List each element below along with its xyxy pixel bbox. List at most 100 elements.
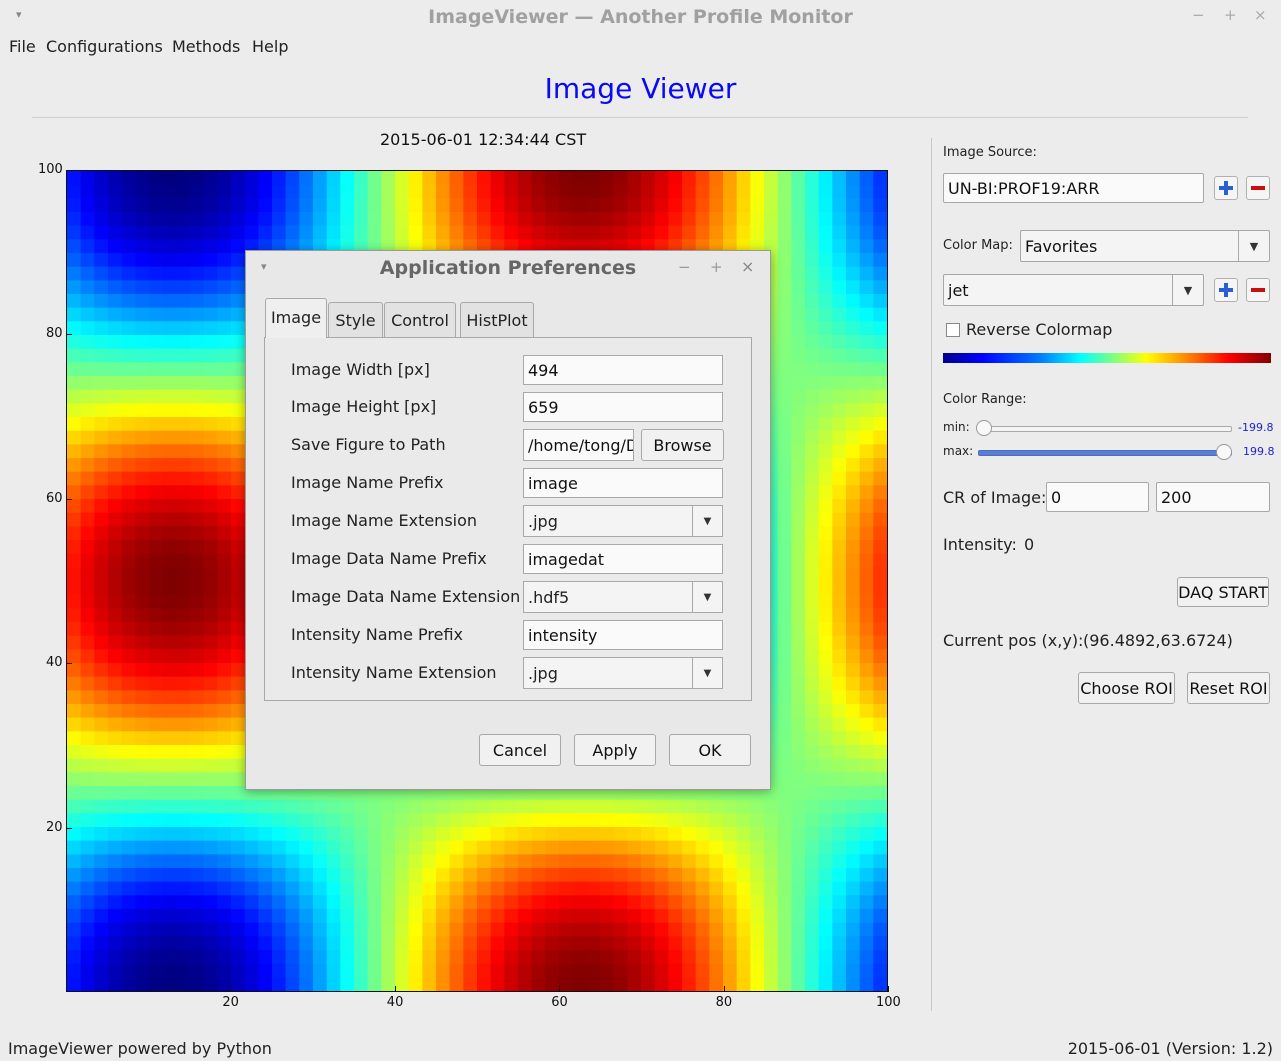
chevron-down-icon: ▼ (1238, 231, 1269, 261)
x-tick-label: 20 (222, 995, 239, 1010)
app-header-title: Image Viewer (544, 72, 737, 105)
daq-start-button[interactable]: DAQ START (1177, 577, 1269, 607)
color-map-label: Color Map: (943, 238, 1013, 253)
image-name-prefix-input[interactable]: image (523, 468, 723, 498)
min-slider-handle[interactable] (976, 420, 992, 436)
reset-roi-button[interactable]: Reset ROI (1187, 672, 1270, 704)
x-tick-mark (723, 986, 725, 992)
min-slider-track[interactable] (978, 426, 1232, 432)
color-map-value: jet (948, 281, 969, 300)
image-data-extension-select[interactable]: .hdf5 ▼ (523, 581, 723, 613)
image-width-input[interactable]: 494 (523, 355, 723, 385)
image-name-extension-value: .jpg (528, 512, 558, 531)
save-path-label: Save Figure to Path (291, 435, 446, 454)
y-tick-mark (66, 170, 72, 171)
x-tick-label: 100 (876, 995, 901, 1010)
max-slider-handle[interactable] (1216, 444, 1232, 460)
close-icon[interactable]: × (1254, 6, 1267, 24)
chevron-down-icon: ▼ (692, 506, 722, 536)
image-source-label: Image Source: (943, 145, 1037, 160)
tab-style[interactable]: Style (328, 302, 383, 337)
chevron-down-icon: ▼ (692, 582, 722, 612)
chevron-down-icon: ▼ (1172, 275, 1203, 305)
intensity-prefix-label: Intensity Name Prefix (291, 625, 463, 644)
y-tick-mark (66, 663, 72, 665)
intensity-label: Intensity: (943, 535, 1017, 554)
dialog-menu-icon[interactable]: ▾ (261, 260, 267, 273)
min-label: min: (943, 420, 970, 434)
image-name-extension-select[interactable]: .jpg ▼ (523, 505, 723, 537)
chevron-down-icon: ▼ (692, 658, 722, 688)
y-tick-mark (66, 334, 72, 336)
remove-source-button[interactable] (1246, 176, 1270, 200)
current-pos-value: (96.4892,63.6724) (1083, 631, 1233, 650)
menu-file[interactable]: File (9, 37, 36, 56)
save-path-input[interactable]: /home/tong/D (523, 429, 634, 461)
status-left: ImageViewer powered by Python (8, 1039, 272, 1058)
cr-min-input[interactable]: 0 (1046, 482, 1149, 512)
x-tick-label: 40 (386, 995, 404, 1010)
menu-help[interactable]: Help (252, 37, 289, 56)
reverse-colormap-checkbox[interactable] (946, 323, 960, 337)
add-colormap-button[interactable] (1214, 278, 1238, 302)
choose-roi-button[interactable]: Choose ROI (1078, 672, 1175, 704)
intensity-prefix-input[interactable]: intensity (523, 620, 723, 650)
image-name-prefix-label: Image Name Prefix (291, 473, 444, 492)
menu-configurations[interactable]: Configurations (46, 37, 163, 56)
current-pos-label: Current pos (x,y): (943, 631, 1084, 650)
image-data-extension-value: .hdf5 (528, 588, 570, 607)
tab-control[interactable]: Control (384, 302, 456, 337)
plot-timestamp: 2015-06-01 12:34:44 CST (380, 130, 587, 149)
image-data-prefix-label: Image Data Name Prefix (291, 549, 487, 568)
y-tick-label: 80 (46, 326, 63, 342)
y-tick-label: 60 (46, 490, 63, 506)
dialog-maximize-icon[interactable]: + (710, 258, 723, 276)
intensity-extension-select[interactable]: .jpg ▼ (523, 657, 723, 689)
max-slider-track[interactable] (978, 450, 1232, 456)
status-right: 2015-06-01 (Version: 1.2) (1067, 1039, 1273, 1058)
y-tick-mark (66, 498, 72, 500)
image-source-input[interactable]: UN-BI:PROF19:ARR (943, 173, 1204, 203)
minimize-icon[interactable]: − (1192, 6, 1205, 24)
image-data-prefix-input[interactable]: imagedat (523, 544, 723, 574)
tab-histplot[interactable]: HistPlot (460, 302, 534, 337)
x-tick-mark (394, 986, 396, 992)
reverse-colormap-label: Reverse Colormap (966, 320, 1113, 339)
x-tick-mark (559, 986, 561, 992)
intensity-extension-value: .jpg (528, 664, 558, 683)
max-label: max: (943, 444, 974, 458)
image-height-label: Image Height [px] (291, 397, 437, 416)
image-height-input[interactable]: 659 (523, 392, 723, 422)
preferences-dialog: ▾ Application Preferences − + × Image Wi… (245, 250, 771, 790)
color-map-group-select[interactable]: Favorites ▼ (1020, 230, 1270, 262)
panel-divider (931, 138, 932, 1011)
ok-button[interactable]: OK (669, 734, 751, 766)
maximize-icon[interactable]: + (1224, 6, 1237, 24)
menu-methods[interactable]: Methods (172, 37, 241, 56)
color-range-label: Color Range: (943, 392, 1027, 407)
cr-max-input[interactable]: 200 (1156, 482, 1270, 512)
tab-image[interactable]: Image (265, 298, 327, 338)
apply-button[interactable]: Apply (574, 734, 656, 766)
x-tick-label: 80 (715, 995, 733, 1010)
remove-colormap-button[interactable] (1246, 278, 1270, 302)
dialog-minimize-icon[interactable]: − (678, 258, 691, 276)
header-divider (32, 117, 1248, 118)
image-name-extension-label: Image Name Extension (291, 511, 478, 530)
intensity-value: 0 (1024, 535, 1035, 554)
y-tick-label: 100 (38, 162, 63, 177)
y-tick-mark (66, 827, 72, 829)
menubar: File Configurations Methods Help (0, 33, 1281, 59)
x-tick-mark (230, 986, 232, 992)
cr-label: CR of Image: (943, 488, 1047, 507)
color-map-select[interactable]: jet ▼ (943, 274, 1204, 306)
x-tick-mark (888, 986, 889, 992)
colorbar (943, 353, 1271, 363)
window-menu-icon[interactable]: ▾ (16, 8, 22, 21)
browse-button[interactable]: Browse (641, 429, 724, 461)
x-tick-label: 60 (551, 995, 568, 1010)
add-source-button[interactable] (1214, 176, 1238, 200)
max-value: 199.8 (1243, 445, 1275, 458)
dialog-close-icon[interactable]: × (741, 257, 755, 276)
cancel-button[interactable]: Cancel (479, 734, 561, 766)
